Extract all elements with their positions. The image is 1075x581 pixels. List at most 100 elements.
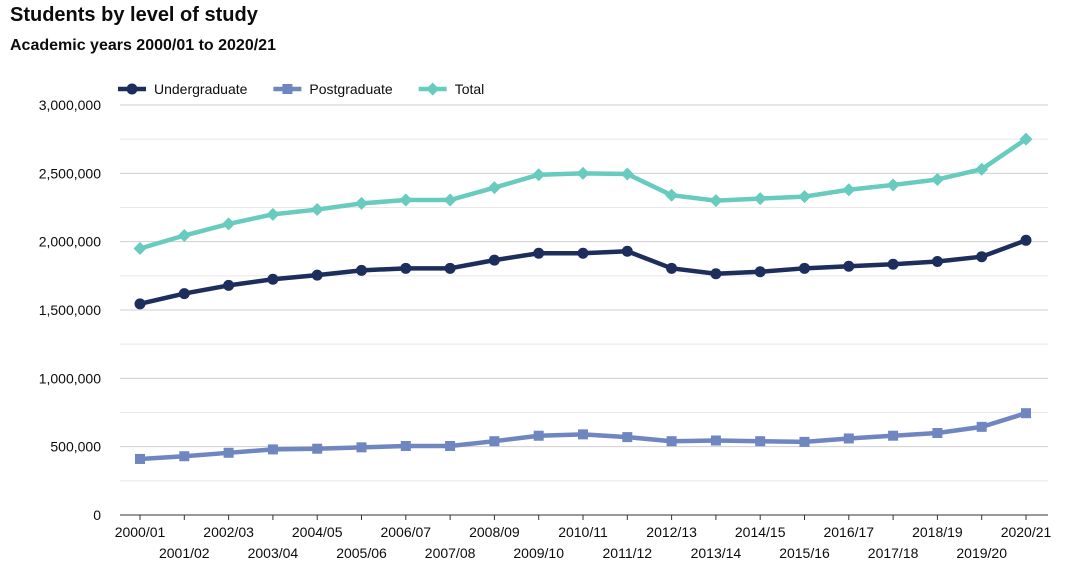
postgraduate-point [976, 421, 987, 432]
total-line [139, 137, 1028, 251]
legend-label: Postgraduate [309, 81, 392, 97]
postgraduate-point [267, 444, 278, 455]
postgraduate-point [179, 451, 190, 462]
total-point [532, 168, 546, 182]
x-tick-label: 2016/17 [823, 524, 874, 540]
undergraduate-point [799, 262, 810, 274]
undergraduate-point [621, 245, 633, 257]
y-tick-label: 500,000 [50, 439, 101, 455]
series-total [133, 132, 1033, 255]
series-postgraduate [135, 408, 1031, 464]
total-point [798, 190, 811, 204]
undergraduate-point [666, 262, 678, 274]
postgraduate-point [710, 435, 721, 446]
total-point [709, 194, 723, 208]
undergraduate-point [976, 251, 988, 263]
chart-title: Students by level of study [10, 4, 258, 26]
postgraduate-point [578, 429, 588, 440]
total-point [576, 166, 590, 180]
postgraduate-point [312, 443, 323, 454]
x-tick-label: 2015/16 [779, 545, 830, 561]
total-point [399, 193, 413, 207]
postgraduate-point [888, 430, 899, 441]
legend-label: Total [455, 81, 485, 97]
y-tick-label: 2,500,000 [39, 165, 101, 181]
x-tick-label: 2004/05 [292, 524, 343, 540]
undergraduate-point [754, 266, 766, 278]
total-point [1019, 132, 1033, 146]
undergraduate-point [356, 264, 367, 276]
x-tick-label: 2007/08 [425, 545, 476, 561]
total-point [842, 183, 856, 197]
x-tick-label: 2014/15 [735, 524, 786, 540]
legend-marker [282, 84, 293, 94]
series-lines [133, 132, 1033, 464]
undergraduate-point [267, 273, 279, 285]
chart-subtitle: Academic years 2000/01 to 2020/21 [10, 37, 276, 54]
total-point [753, 192, 767, 206]
series-undergraduate [134, 234, 1032, 310]
x-tick-label: 2010/11 [558, 524, 608, 540]
x-tick-label: 2011/12 [603, 545, 653, 561]
undergraduate-point [843, 260, 855, 272]
postgraduate-point [799, 436, 810, 447]
x-tick-label: 2018/19 [912, 524, 963, 540]
postgraduate-point [356, 442, 367, 453]
x-tick-label: 2003/04 [248, 545, 299, 561]
legend-marker [126, 83, 138, 95]
legend-item-total: Total [418, 81, 485, 97]
x-axis: 2000/01 2001/02 2002/03 2003/04 2004/05 2005/… [115, 515, 1052, 561]
postgraduate-point [843, 433, 854, 444]
postgraduate-point [533, 430, 544, 441]
x-tick-label: 2006/07 [380, 524, 431, 540]
y-tick-label: 3,000,000 [39, 97, 101, 113]
total-point [443, 193, 457, 207]
x-tick-label: 2001/02 [159, 545, 210, 561]
legend-item-undergraduate: Undergraduate [118, 81, 248, 97]
undergraduate-point [223, 279, 235, 291]
total-point [930, 172, 944, 186]
x-tick-label: 2008/09 [469, 524, 520, 540]
grid-lines [120, 104, 1048, 516]
x-tick-label: 2005/06 [336, 545, 387, 561]
undergraduate-point [931, 255, 943, 267]
postgraduate-point [622, 432, 633, 443]
undergraduate-point [134, 298, 146, 310]
x-tick-label: 2017/18 [868, 545, 919, 561]
postgraduate-point [445, 440, 456, 451]
postgraduate-point [489, 436, 500, 447]
postgraduate-point [1021, 408, 1031, 419]
total-point [487, 181, 501, 195]
total-point [355, 196, 368, 210]
x-tick-label: 2000/01 [115, 524, 166, 540]
total-point [886, 178, 900, 192]
total-point [310, 203, 324, 217]
x-tick-label: 2012/13 [646, 524, 697, 540]
postgraduate-point [223, 447, 234, 458]
undergraduate-point [178, 288, 190, 300]
undergraduate-point [444, 262, 456, 274]
x-tick-label: 2009/10 [513, 545, 564, 561]
postgraduate-point [755, 436, 766, 447]
x-tick-label: 2019/20 [956, 545, 1007, 561]
y-axis: 0 500,000 1,000,000 1,500,000 2,000,000 2,500… [39, 97, 102, 523]
total-point [177, 229, 191, 243]
undergraduate-point [710, 268, 722, 280]
postgraduate-point [666, 436, 677, 447]
postgraduate-point [135, 453, 145, 464]
total-point [975, 162, 989, 176]
undergraduate-point [577, 247, 589, 259]
total-point [620, 167, 634, 181]
legend-item-postgraduate: Postgraduate [273, 81, 393, 97]
postgraduate-point [932, 428, 943, 438]
total-point [665, 188, 679, 202]
legend-marker [426, 82, 440, 96]
y-tick-label: 0 [93, 507, 101, 523]
undergraduate-point [1020, 234, 1032, 246]
y-tick-label: 1,000,000 [39, 370, 101, 386]
y-tick-label: 2,000,000 [39, 234, 101, 250]
legend: Undergraduate Postgraduate Total [118, 81, 484, 97]
legend-label: Undergraduate [154, 81, 248, 97]
undergraduate-point [488, 254, 500, 266]
total-point [222, 217, 236, 231]
